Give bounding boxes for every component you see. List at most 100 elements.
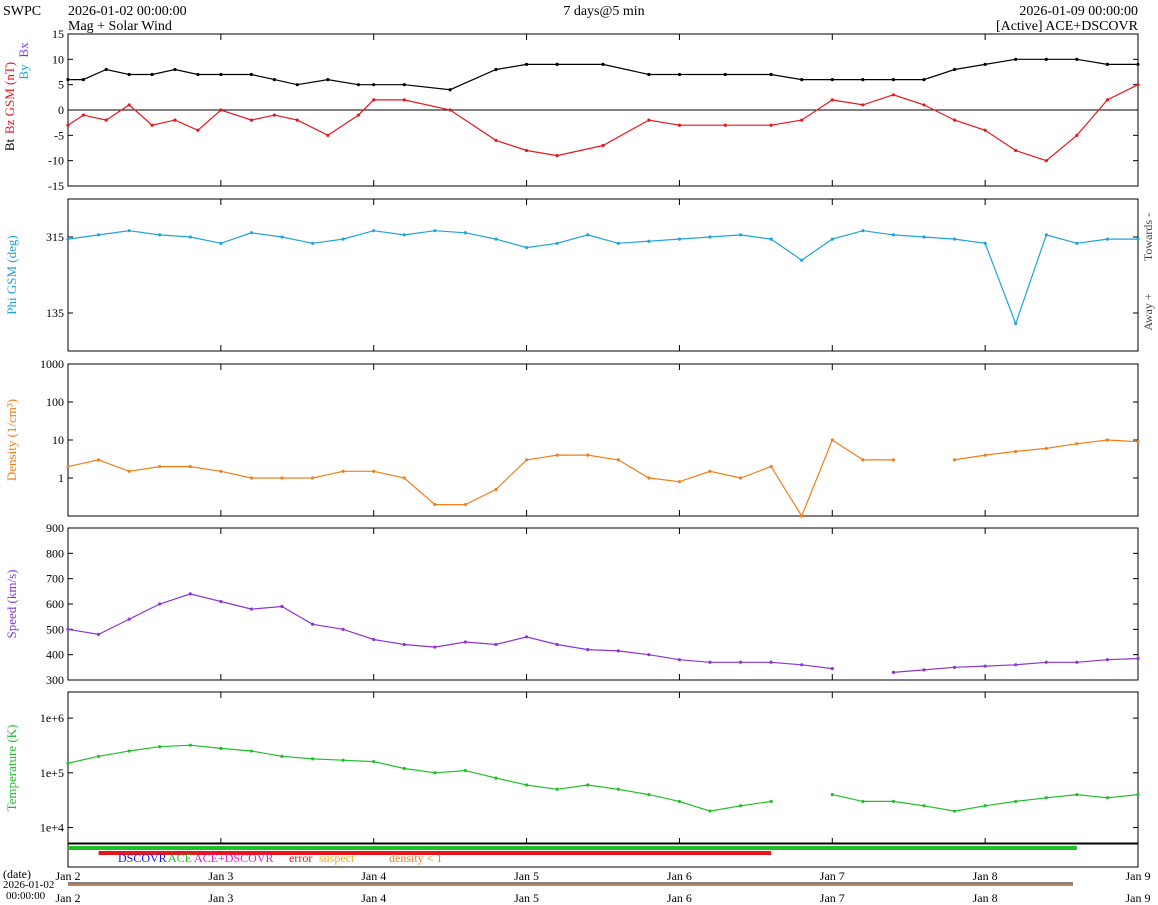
phi-point bbox=[1044, 233, 1048, 237]
mag-point bbox=[723, 123, 727, 127]
temperature-point bbox=[555, 787, 559, 791]
temperature-ytick-label: 1e+5 bbox=[40, 766, 64, 780]
mag-point bbox=[219, 72, 223, 77]
density-point bbox=[800, 514, 804, 518]
temperature-point bbox=[616, 787, 620, 791]
density-ytick-label: 1 bbox=[58, 471, 64, 485]
mag-point bbox=[830, 78, 834, 82]
mag-point bbox=[983, 128, 987, 132]
phi-point bbox=[372, 229, 376, 233]
mag-point bbox=[677, 72, 682, 77]
phi-point bbox=[127, 229, 131, 233]
mag-point bbox=[295, 83, 299, 87]
temperature-point bbox=[341, 758, 345, 762]
temperature-point bbox=[463, 768, 468, 773]
phi-point bbox=[1136, 237, 1140, 241]
speed-ytick-label: 600 bbox=[46, 597, 64, 611]
time-tick-label-bottom: Jan 4 bbox=[361, 891, 386, 905]
speed-point bbox=[830, 667, 834, 671]
temperature-point bbox=[127, 749, 131, 753]
subtitle-label: Mag + Solar Wind bbox=[68, 19, 172, 34]
legend-dscovr: DSCOVR bbox=[118, 851, 167, 865]
temperature-point bbox=[433, 771, 437, 775]
speed-point bbox=[891, 670, 896, 675]
mag-point bbox=[219, 108, 223, 112]
density-point bbox=[280, 476, 284, 480]
density-point bbox=[616, 458, 620, 462]
temperature-point bbox=[372, 760, 376, 764]
density-ylabel: Density (1/cm³) bbox=[4, 399, 19, 481]
speed-point bbox=[158, 602, 162, 606]
mag-point bbox=[723, 72, 727, 77]
speed-point bbox=[433, 645, 437, 649]
speed-ytick-label: 400 bbox=[46, 648, 64, 662]
temperature-point bbox=[96, 754, 101, 758]
density-point bbox=[1136, 440, 1140, 444]
speed-point bbox=[1075, 660, 1079, 664]
phi-point bbox=[402, 233, 406, 237]
speed-point bbox=[341, 627, 345, 631]
mag-point bbox=[173, 118, 177, 122]
mag-ylabel-bt: Bt bbox=[2, 138, 17, 151]
mag-point bbox=[127, 103, 131, 107]
mag-point bbox=[295, 118, 299, 122]
mag-ylabel-bx: Bx bbox=[16, 42, 31, 58]
phi-point bbox=[586, 233, 590, 237]
mag-point bbox=[66, 123, 70, 127]
temperature-panel: 1e+4 1e+5 1e+6 Temperature (K) bbox=[4, 691, 1140, 845]
mag-ytick-label: 15 bbox=[52, 27, 64, 41]
phi-point bbox=[800, 258, 804, 262]
phi-point bbox=[158, 233, 162, 237]
density-point bbox=[1044, 446, 1048, 451]
speed-point bbox=[983, 664, 987, 668]
density-point bbox=[310, 476, 315, 480]
mag-point bbox=[1044, 57, 1048, 61]
phi-point bbox=[1075, 241, 1079, 245]
density-point bbox=[891, 458, 896, 462]
legend-suspect: suspect bbox=[319, 851, 355, 865]
mag-panel: -15 -10 -5 0 5 10 15 Bt Bz GSM (nT) Bx By bbox=[2, 27, 1140, 193]
mag-point bbox=[677, 123, 682, 127]
start-time-label: 2026-01-02 00:00:00 bbox=[68, 4, 187, 19]
phi-right-top: Towards - bbox=[1141, 213, 1155, 261]
mag-ytick-label: -5 bbox=[54, 128, 64, 142]
time-tick-label: Jan 6 bbox=[667, 869, 692, 883]
time-tick-label: Jan 2 bbox=[56, 869, 81, 883]
phi-point bbox=[219, 241, 223, 245]
phi-point bbox=[66, 237, 70, 241]
temperature-point bbox=[1044, 796, 1048, 800]
temperature-ytick-label: 1e+6 bbox=[40, 711, 64, 725]
mag-point bbox=[150, 123, 154, 127]
time-tick-label: Jan 3 bbox=[208, 869, 233, 883]
mag-point bbox=[81, 113, 85, 117]
speed-point bbox=[800, 663, 804, 667]
density-point bbox=[219, 469, 223, 473]
mag-point bbox=[372, 98, 376, 102]
mag-point bbox=[1014, 57, 1018, 61]
speed-ytick-label: 500 bbox=[46, 622, 64, 636]
mag-point bbox=[952, 67, 957, 72]
speed-point bbox=[372, 637, 376, 642]
legend-ace-dscovr: ACE+DSCOVR bbox=[194, 851, 273, 865]
temperature-frame bbox=[67, 691, 1139, 845]
density-point bbox=[433, 502, 437, 507]
mag-ytick-label: -15 bbox=[48, 179, 64, 193]
temperature-point bbox=[66, 761, 70, 765]
speed-point bbox=[1014, 663, 1018, 667]
phi-point bbox=[769, 237, 773, 241]
density-point bbox=[586, 453, 590, 457]
density-point bbox=[952, 458, 957, 462]
speed-point bbox=[555, 642, 559, 647]
mag-point bbox=[891, 78, 896, 82]
mag-point bbox=[524, 62, 529, 66]
density-point bbox=[158, 464, 162, 469]
density-point bbox=[188, 464, 192, 469]
mag-point bbox=[66, 78, 70, 82]
speed-point bbox=[463, 640, 468, 644]
date-strip: (date) 2026-01-02 00:00:00 bbox=[3, 867, 1073, 902]
mag-point bbox=[861, 78, 865, 82]
phi-series-phi bbox=[67, 230, 1138, 326]
phi-point bbox=[249, 231, 254, 235]
temperature-point bbox=[1136, 792, 1140, 797]
time-tick-label-bottom: Jan 6 bbox=[667, 891, 692, 905]
